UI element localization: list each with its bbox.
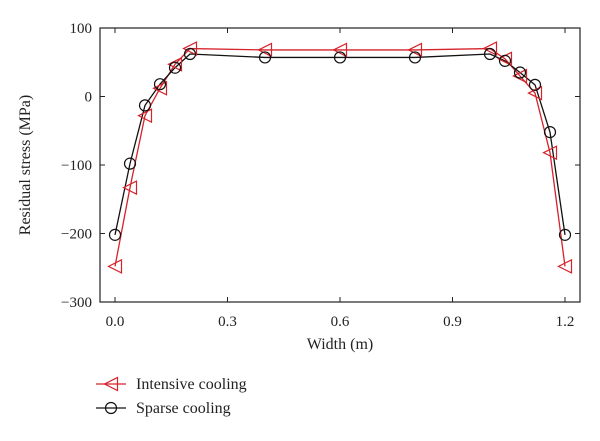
data-point-series-1 <box>122 180 138 196</box>
data-point-series-1 <box>482 41 498 57</box>
y-tick-label: −300 <box>61 295 92 311</box>
data-point-series-1 <box>557 258 573 274</box>
data-point-series-2 <box>258 51 272 64</box>
data-point-series-1 <box>257 42 273 58</box>
data-point-series-2 <box>513 66 527 79</box>
x-tick-label: 0.9 <box>443 314 462 330</box>
data-point-series-2 <box>543 126 557 139</box>
data-point-series-2 <box>333 51 347 64</box>
data-point-series-2 <box>123 157 137 170</box>
data-point-series-1 <box>332 42 348 58</box>
legend-marker-2 <box>104 401 118 415</box>
data-point-series-2 <box>528 78 542 91</box>
data-point-series-2 <box>408 51 422 64</box>
data-point-series-2 <box>183 47 197 61</box>
data-point-series-2 <box>483 47 497 61</box>
x-tick-label: 0.3 <box>218 314 237 330</box>
data-point-series-1 <box>182 41 198 57</box>
legend: Intensive cooling Sparse cooling <box>96 376 247 417</box>
data-point-series-2 <box>108 228 122 241</box>
data-point-series-2 <box>138 99 152 112</box>
data-point-series-1 <box>107 258 123 274</box>
legend-label-2: Sparse cooling <box>136 400 231 417</box>
y-tick-label: −200 <box>61 227 92 243</box>
x-tick-label: 0.6 <box>331 314 350 330</box>
data-point-series-1 <box>137 108 153 124</box>
y-tick-label: 100 <box>70 21 93 37</box>
series-line-2 <box>114 53 566 236</box>
data-point-series-2 <box>498 54 512 67</box>
y-tick-label: −100 <box>61 158 92 174</box>
data-point-series-1 <box>542 145 558 161</box>
legend-label-1: Intensive cooling <box>136 376 247 393</box>
legend-marker-1 <box>103 376 119 392</box>
x-axis-title: Width (m) <box>307 336 373 353</box>
data-point-series-1 <box>152 80 168 96</box>
x-tick-label: 0.0 <box>106 314 125 330</box>
data-point-series-1 <box>407 42 423 58</box>
data-point-series-2 <box>168 61 182 74</box>
x-tick-label: 1.2 <box>556 314 575 330</box>
series-line-1 <box>114 47 566 267</box>
y-tick-label: 0 <box>85 90 93 106</box>
y-axis-title: Residual stress (MPa) <box>17 95 34 235</box>
data-point-series-1 <box>512 68 528 84</box>
data-point-series-2 <box>558 228 572 241</box>
data-point-series-2 <box>153 78 167 91</box>
data-point-series-1 <box>167 56 183 72</box>
